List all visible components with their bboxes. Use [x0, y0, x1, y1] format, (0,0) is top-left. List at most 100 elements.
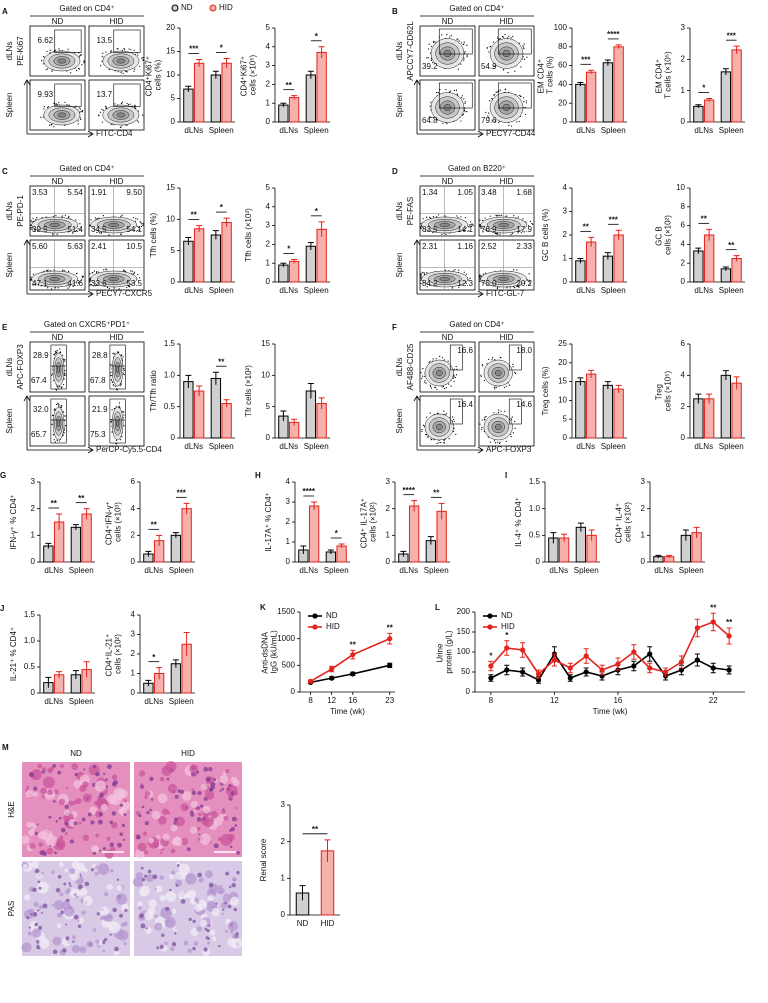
significance-label: *** — [581, 55, 591, 64]
row-label: dLNs — [395, 42, 404, 61]
tissue-texture — [205, 936, 209, 940]
event-dot — [485, 111, 487, 113]
tissue-texture — [69, 868, 76, 875]
panel-letter: B — [392, 7, 398, 16]
tissue-texture — [210, 810, 218, 819]
y-tick-label: 4 — [131, 610, 136, 619]
event-dot — [518, 286, 520, 288]
point — [387, 636, 393, 642]
tissue-texture — [171, 837, 180, 846]
event-dot — [449, 90, 451, 92]
x-tick-label: 12 — [550, 696, 559, 705]
gate-percent: 1.05 — [457, 188, 473, 197]
error-bar — [185, 85, 192, 92]
panel-letter: M — [2, 743, 9, 752]
x-tick-label: ND — [297, 919, 309, 928]
tissue-texture — [60, 827, 66, 833]
event-dot — [512, 35, 514, 38]
event-dot — [424, 381, 426, 383]
tissue-texture — [224, 768, 230, 774]
event-dot — [130, 270, 132, 272]
y-axis-label: Urine protein (g/L) — [436, 630, 454, 673]
event-dot — [468, 224, 470, 226]
row-label: dLNs — [395, 358, 404, 377]
bar — [210, 234, 222, 283]
y-tick-label: 1500 — [277, 607, 295, 616]
tissue-texture — [147, 907, 156, 915]
series-line — [490, 652, 730, 682]
tissue-texture — [42, 776, 55, 789]
event-dot — [137, 54, 139, 56]
point — [583, 669, 589, 675]
tissue-texture — [164, 941, 168, 946]
tissue-texture — [139, 770, 146, 777]
x-tick-label: Spleen — [679, 566, 704, 575]
event-dot — [43, 106, 45, 108]
event-dot — [45, 69, 47, 71]
gate-title: Gated on CD4⁺ — [449, 320, 504, 329]
tissue-texture — [116, 885, 123, 891]
y-tick-label: 2 — [266, 240, 271, 249]
event-dot — [510, 37, 512, 39]
event-dot — [457, 39, 459, 41]
y-axis-label: EM CD4⁺ T cells (%) — [537, 56, 555, 94]
event-dot — [57, 386, 59, 388]
tissue-texture — [20, 835, 30, 844]
tissue-texture — [22, 864, 28, 869]
error-bar — [307, 382, 314, 399]
error-bar — [604, 252, 611, 260]
event-dot — [481, 219, 484, 221]
bar — [305, 74, 317, 123]
event-dot — [448, 383, 450, 385]
tissue-texture — [113, 779, 118, 785]
tissue-texture — [31, 860, 39, 868]
legend-marker — [209, 4, 217, 12]
event-dot — [89, 273, 91, 275]
legend-label: ND — [326, 611, 338, 620]
tissue-texture — [79, 887, 88, 896]
y-tick-label: 20 — [166, 23, 175, 32]
gate-percent: 3.53 — [32, 188, 48, 197]
event-dot — [63, 360, 65, 363]
tissue-texture — [56, 843, 59, 847]
error-bar — [577, 82, 584, 87]
tissue-texture — [178, 863, 191, 875]
significance-label: * — [220, 203, 224, 212]
event-dot — [465, 273, 468, 275]
quadrant-lines — [89, 240, 144, 290]
event-dot — [117, 71, 119, 73]
event-dot — [51, 124, 53, 126]
error-bar — [588, 529, 595, 541]
significance-label: * — [702, 84, 706, 93]
event-dot — [446, 33, 448, 36]
error-bar — [212, 230, 219, 240]
tissue-texture — [191, 790, 197, 795]
event-dot — [497, 441, 499, 443]
event-dot — [499, 89, 502, 91]
tissue-texture — [66, 787, 69, 790]
tissue-texture — [203, 947, 208, 952]
event-dot — [522, 45, 524, 47]
event-dot — [482, 231, 484, 233]
event-dot — [139, 65, 141, 67]
tissue-texture — [229, 829, 232, 832]
tissue-texture — [203, 816, 214, 828]
error-bar — [183, 632, 190, 656]
event-dot — [430, 387, 433, 389]
tissue-texture — [37, 909, 40, 912]
event-dot — [64, 214, 67, 216]
event-dot — [137, 225, 139, 228]
gate-percent: 28.9 — [33, 351, 49, 360]
tissue-texture — [174, 932, 177, 935]
event-dot — [61, 215, 64, 217]
tissue-texture — [60, 910, 64, 915]
event-dot — [518, 120, 520, 123]
tissue-texture — [123, 941, 127, 946]
tissue-texture — [202, 805, 211, 814]
tissue-texture — [190, 800, 198, 808]
y-tick-label: 5 — [171, 246, 176, 255]
event-dot — [510, 419, 513, 421]
tissue-texture — [198, 812, 202, 817]
event-dot — [497, 214, 499, 216]
event-dot — [80, 118, 82, 121]
